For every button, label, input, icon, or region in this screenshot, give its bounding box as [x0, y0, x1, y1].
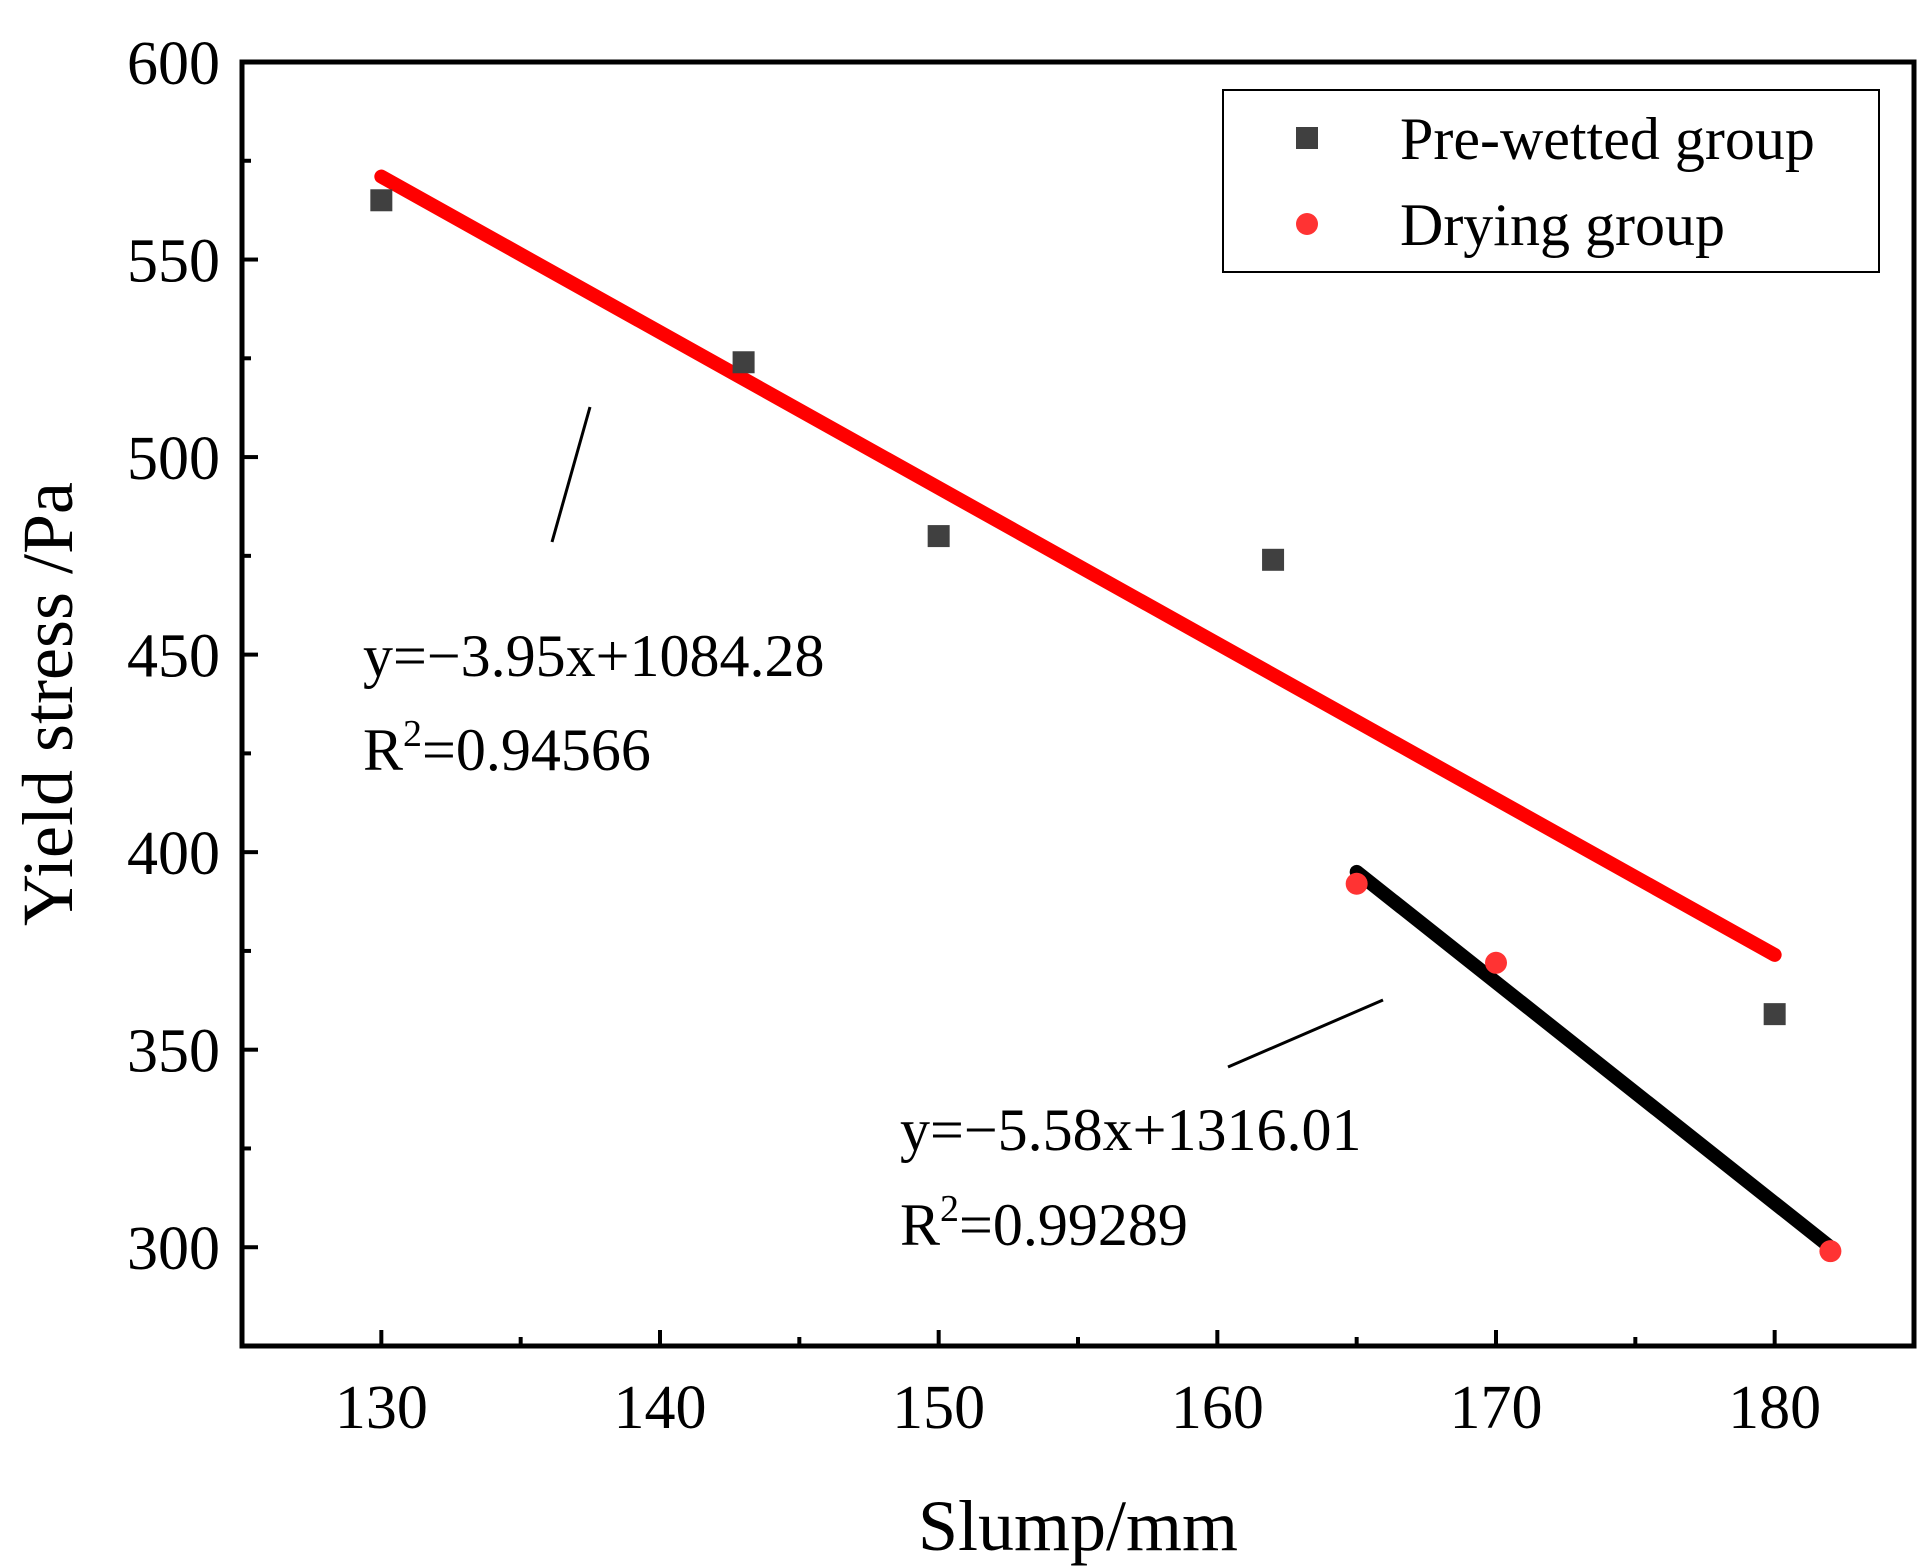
y-axis-title: Yield stress /Pa — [8, 482, 88, 926]
y-tick-label: 500 — [127, 425, 220, 493]
y-tick-label: 450 — [127, 623, 220, 691]
fit-equation-1: y=−3.95x+1084.28 — [363, 623, 825, 689]
fit-r2-2: R2=0.99289 — [900, 1188, 1188, 1258]
x-tick-label: 150 — [892, 1374, 985, 1442]
legend-box — [1222, 89, 1880, 273]
x-tick-label: 160 — [1171, 1374, 1264, 1442]
x-tick-label: 140 — [614, 1374, 707, 1442]
y-axis-ticks: 300 350 400 450 500 550 600 — [127, 30, 258, 1283]
y-tick-label: 350 — [127, 1018, 220, 1086]
legend-label-pre-wetted: Pre-wetted group — [1400, 106, 1815, 172]
fit-equation-2: y=−5.58x+1316.01 — [900, 1097, 1362, 1163]
y-tick-label: 300 — [127, 1215, 220, 1283]
fit-lines — [374, 169, 1838, 1255]
data-point-drying — [1345, 872, 1368, 895]
y-tick-label: 400 — [127, 820, 220, 888]
data-point-pre-wetted — [1763, 1003, 1786, 1026]
legend-label-drying: Drying group — [1400, 192, 1725, 258]
legend-marker-pre-wetted — [1296, 127, 1318, 149]
fit-r2-1-exp: 2 — [403, 713, 422, 755]
x-tick-label: 170 — [1450, 1374, 1543, 1442]
fit-r2-1-value: =0.94566 — [422, 717, 651, 783]
fit-r2-2-value: =0.99289 — [959, 1192, 1188, 1258]
fit-r2-1-prefix: R — [363, 717, 403, 783]
x-tick-label: 130 — [335, 1374, 428, 1442]
legend: Pre-wetted group Drying group — [1222, 89, 1880, 273]
fit-line-1 — [374, 169, 1782, 962]
annotation-leader-1 — [550, 406, 592, 543]
fit-line-2 — [1349, 864, 1838, 1255]
x-axis-ticks: 130 140 150 160 170 180 — [335, 1330, 1821, 1442]
x-axis-title: Slump/mm — [918, 1486, 1238, 1566]
data-point-pre-wetted — [927, 525, 950, 548]
x-tick-label: 180 — [1728, 1374, 1821, 1442]
fit-r2-2-exp: 2 — [940, 1188, 959, 1230]
y-tick-label: 550 — [127, 228, 220, 296]
y-tick-label: 600 — [127, 30, 220, 98]
data-point-drying — [1819, 1240, 1842, 1263]
data-point-pre-wetted — [732, 351, 755, 374]
data-point-pre-wetted — [370, 189, 393, 212]
fit-r2-2-prefix: R — [900, 1192, 940, 1258]
data-point-pre-wetted — [1262, 548, 1285, 571]
data-point-drying — [1485, 951, 1507, 974]
fit-r2-1: R2=0.94566 — [363, 713, 651, 783]
annotation-leader-2 — [1227, 998, 1384, 1069]
data-points — [370, 189, 1842, 1263]
legend-marker-drying — [1296, 213, 1318, 235]
